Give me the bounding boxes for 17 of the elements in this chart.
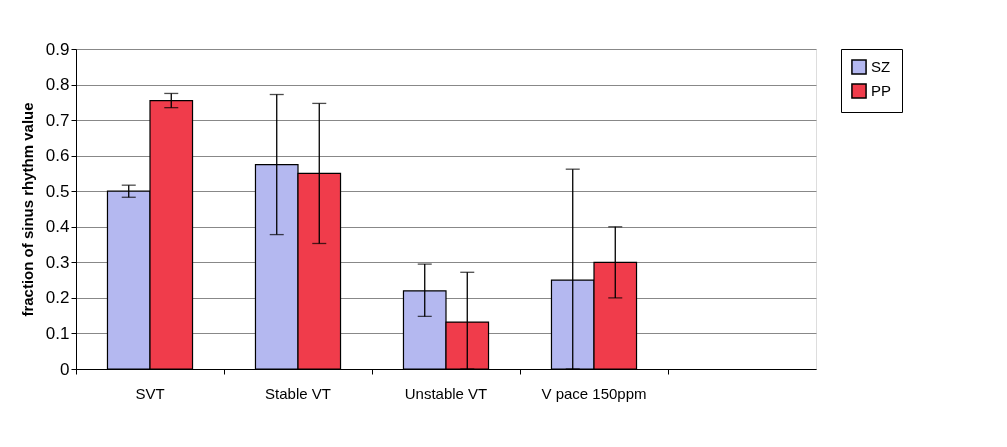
- x-tick-label: Stable VT: [265, 384, 331, 402]
- x-tick-label: Unstable VT: [404, 384, 488, 402]
- y-tick-label: 0.1: [45, 323, 70, 343]
- y-axis-title: fraction of sinus rhythm value: [18, 102, 36, 317]
- y-tick-label: 0.7: [45, 110, 70, 130]
- y-tick-label: 0.5: [45, 181, 70, 201]
- y-tick-label: 0.8: [45, 75, 70, 95]
- y-tick-label: 0.6: [45, 146, 70, 166]
- x-tick-label: V pace 150ppm: [541, 384, 647, 402]
- x-tick-label: SVT: [135, 384, 165, 402]
- y-tick-label: 0.4: [45, 217, 70, 237]
- y-tick-label: 0.9: [45, 39, 70, 59]
- y-tick-label: 0.3: [45, 252, 70, 272]
- legend-label: SZ: [871, 58, 891, 75]
- y-tick-label: 0: [60, 359, 70, 379]
- y-tick-label: 0.2: [45, 288, 70, 308]
- legend-label: PP: [871, 82, 892, 99]
